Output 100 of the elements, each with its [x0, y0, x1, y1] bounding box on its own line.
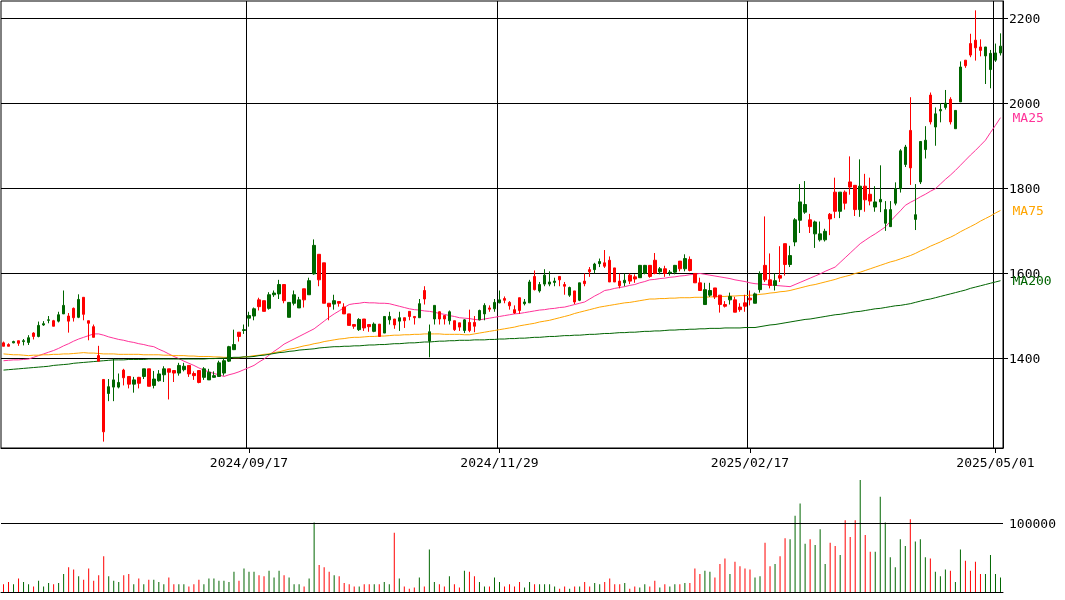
candlestick [944, 89, 947, 111]
candlestick [388, 311, 391, 326]
candlestick [508, 300, 511, 311]
candlestick [87, 320, 90, 341]
y-tick-label: 1800 [1009, 180, 1041, 196]
candlestick [67, 312, 70, 334]
candlestick [954, 109, 957, 130]
candlestick [994, 43, 997, 63]
candlestick [37, 321, 40, 338]
candlestick [939, 102, 942, 123]
candlestick [934, 106, 937, 147]
candlestick [728, 292, 732, 306]
candlestick [989, 49, 992, 89]
candlestick [623, 272, 626, 287]
candlestick [573, 290, 576, 305]
candlestick [408, 310, 411, 321]
candlestick [27, 334, 30, 346]
candlestick [413, 315, 416, 326]
candlestick [282, 284, 286, 304]
candlestick [833, 177, 837, 219]
candlestick [949, 96, 952, 125]
candlestick [122, 368, 125, 386]
candlestick [618, 272, 621, 289]
candlestick [423, 285, 426, 306]
candlestick [538, 281, 541, 294]
candlestick [593, 262, 596, 274]
candlestick [458, 322, 461, 332]
candlestick [929, 92, 932, 125]
candlestick [12, 340, 15, 344]
candlestick [523, 298, 526, 306]
candlestick [884, 200, 887, 232]
candlestick [433, 304, 436, 326]
candlestick [468, 309, 471, 333]
candlestick [7, 342, 10, 347]
candlestick [448, 309, 451, 326]
candlestick [357, 317, 361, 332]
candlestick [378, 323, 381, 337]
candlestick [97, 345, 100, 362]
candlestick [443, 315, 446, 326]
candlestick [558, 275, 561, 287]
candlestick [498, 289, 501, 304]
candlestick [52, 319, 55, 327]
candlestick [393, 318, 396, 330]
candlestick [137, 376, 141, 389]
candlestick [919, 140, 922, 185]
candlestick [894, 181, 897, 206]
candlestick [808, 213, 812, 234]
candlestick [57, 311, 60, 323]
candlestick [398, 311, 401, 332]
candlestick [117, 373, 120, 389]
candlestick [613, 267, 616, 283]
candlestick [783, 243, 787, 277]
candlestick [473, 315, 476, 333]
candlestick [588, 266, 591, 278]
candlestick [483, 302, 486, 321]
candlestick [924, 125, 927, 160]
candlestick [2, 341, 5, 347]
candlestick [513, 304, 516, 315]
x-tick-label: 2024/11/29 [460, 455, 539, 470]
candlestick [603, 249, 606, 269]
candlestick [62, 289, 65, 315]
candlestick [478, 309, 481, 321]
candlestick [964, 59, 967, 69]
candlestick [107, 378, 110, 402]
candlestick [132, 376, 136, 394]
candlestick [242, 324, 246, 335]
candlestick [147, 368, 151, 387]
x-tick-label: 2025/02/17 [710, 455, 790, 470]
candlestick [858, 158, 862, 218]
candlestick [127, 375, 131, 389]
candlestick [453, 320, 456, 332]
candlestick [959, 60, 962, 103]
x-tick-label: 2024/09/17 [209, 455, 289, 470]
candlestick [974, 9, 977, 62]
candlestick [889, 200, 892, 228]
candlestick [838, 191, 842, 219]
series-label: MA25 [1012, 110, 1044, 126]
candlestick [563, 281, 566, 296]
candlestick [843, 189, 847, 211]
x-tick-label: 2025/05/01 [956, 455, 1035, 470]
candlestick [909, 96, 912, 186]
candlestick [999, 32, 1002, 56]
candlestick [543, 268, 546, 287]
candlestick [493, 298, 496, 313]
candlestick [528, 279, 531, 304]
candlestick [979, 38, 982, 57]
candlestick [237, 331, 241, 343]
candlestick [488, 304, 491, 313]
candlestick [403, 317, 406, 329]
candlestick [332, 294, 336, 311]
candlestick [583, 272, 586, 287]
candlestick [873, 185, 877, 213]
candlestick [503, 295, 506, 304]
y-tick-label: 2200 [1009, 10, 1041, 26]
y-tick-label: 2000 [1009, 95, 1041, 111]
candlestick [142, 368, 146, 380]
candlestick [758, 270, 762, 294]
candlestick [678, 260, 682, 272]
candlestick [828, 212, 832, 236]
candlestick [568, 286, 571, 298]
